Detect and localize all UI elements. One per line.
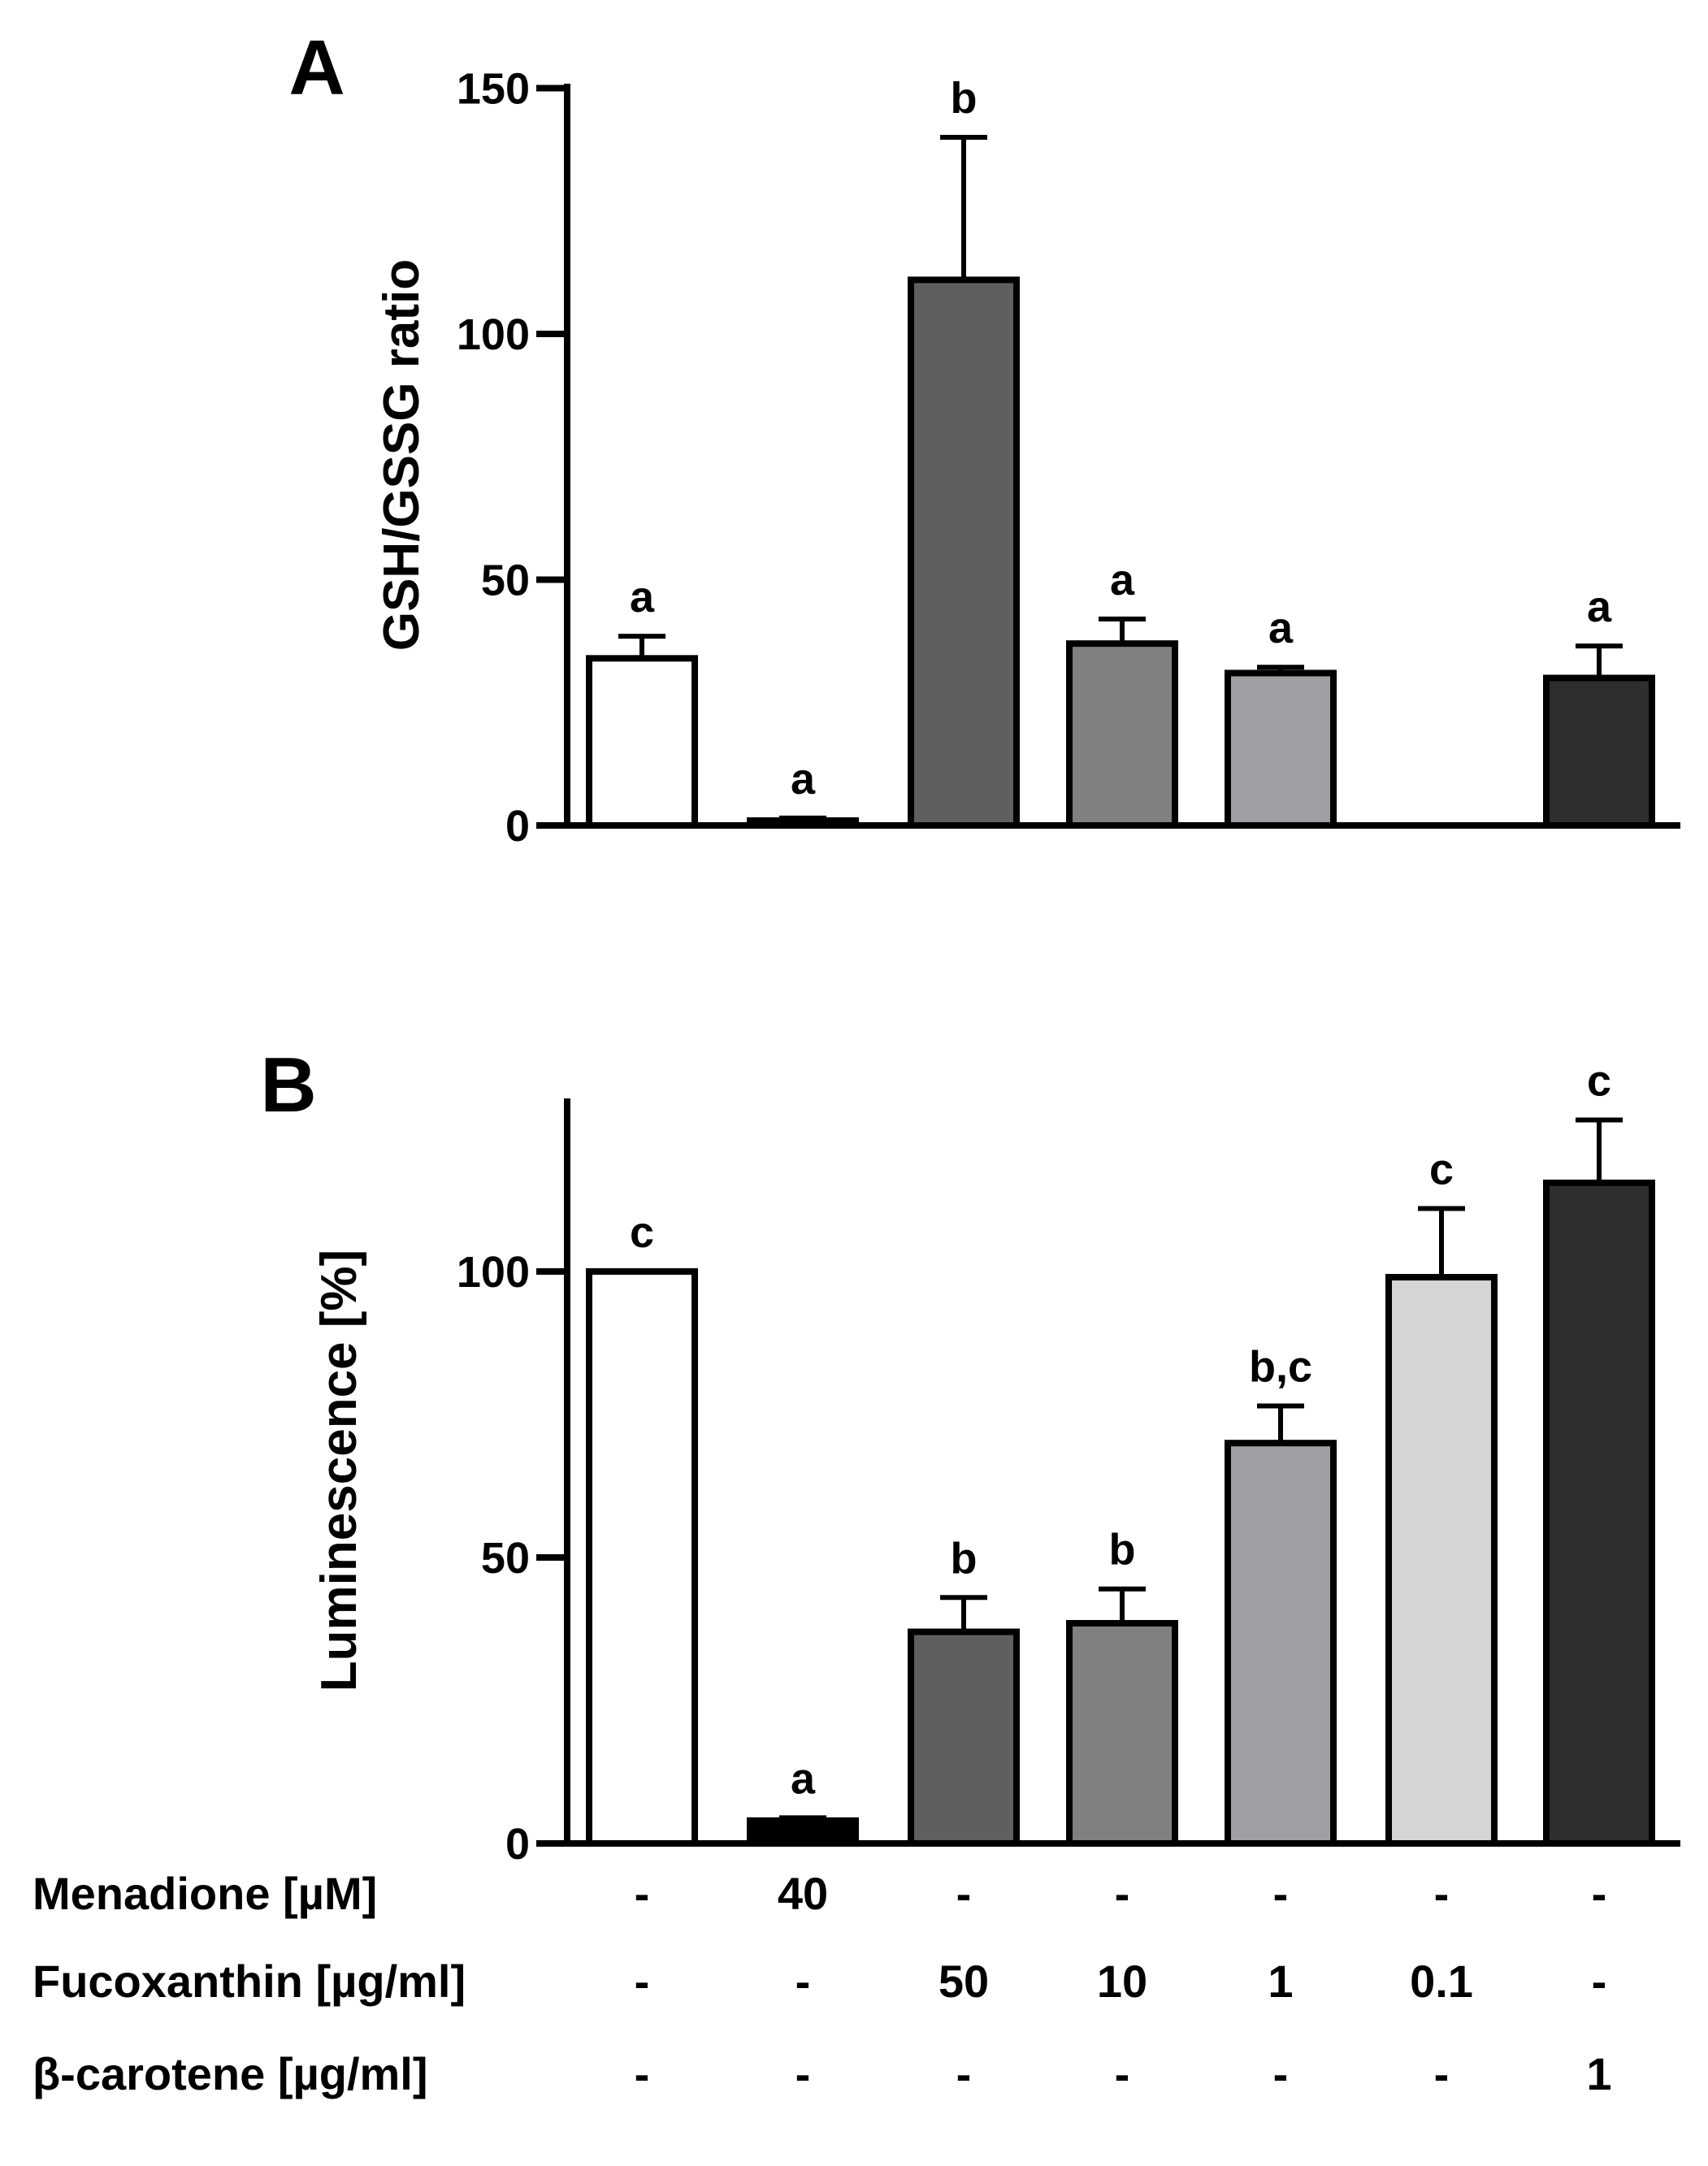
treatment-row-label-1: Menadione [µM] bbox=[33, 1868, 377, 1919]
panel-b-significance-label-5: b,c bbox=[1249, 1342, 1312, 1391]
treatment-value-r2-c2: - bbox=[795, 1956, 811, 2007]
panel-b-significance-label-1: c bbox=[630, 1208, 654, 1257]
treatment-value-r1-c6: - bbox=[1434, 1868, 1450, 1919]
treatment-value-r2-c7: - bbox=[1592, 1956, 1607, 2007]
treatment-value-r3-c2: - bbox=[795, 2048, 811, 2099]
panel-b-bar-1 bbox=[586, 1268, 698, 1847]
panel-a-bar-1 bbox=[586, 655, 698, 829]
panel-a-tick-label-50: 50 bbox=[481, 557, 530, 605]
treatment-value-r2-c6: 0.1 bbox=[1410, 1956, 1473, 2007]
treatment-row-label-2: Fucoxanthin [µg/ml] bbox=[33, 1956, 466, 2007]
panel-a-label: A bbox=[288, 24, 345, 111]
treatment-value-r3-c3: - bbox=[956, 2048, 972, 2099]
panel-b-significance-label-2: a bbox=[791, 1754, 816, 1803]
panel-b-ticks: 0 50 100 bbox=[457, 1248, 567, 1869]
panel-b-y-axis-title: Luminescence [%] bbox=[311, 1250, 367, 1692]
treatment-value-r1-c5: - bbox=[1273, 1868, 1289, 1919]
panel-b-tick-label-50: 50 bbox=[481, 1534, 530, 1583]
panel-b: B 0 50 100 c a b b b,c c c Luminescence [%] bbox=[260, 1042, 1680, 1869]
treatment-value-r3-c7: 1 bbox=[1586, 2048, 1611, 2099]
treatment-table: Menadione [µM] - 40 - - - - - Fucoxanthin [µg/ml… bbox=[33, 1868, 1612, 2099]
panel-a-significance-label-4: a bbox=[1110, 556, 1135, 604]
panel-a-significance-label-7: a bbox=[1587, 583, 1612, 631]
panel-a-bar-5 bbox=[1225, 669, 1337, 830]
panel-a-y-axis-title: GSH/GSSG ratio bbox=[374, 259, 430, 651]
panel-a-ticks: 0 50 100 150 bbox=[457, 65, 567, 851]
panel-a-significance-label-3: b bbox=[951, 74, 978, 123]
panel-a-bar-3 bbox=[908, 276, 1020, 829]
panel-b-bar-7 bbox=[1543, 1179, 1655, 1847]
treatment-value-r3-c5: - bbox=[1273, 2048, 1289, 2099]
treatment-value-r2-c3: 50 bbox=[939, 1956, 989, 2007]
panel-a-significance-label-5: a bbox=[1268, 604, 1294, 652]
treatment-row-label-3: β-carotene [µg/ml] bbox=[33, 2048, 428, 2099]
treatment-value-r3-c6: - bbox=[1434, 2048, 1450, 2099]
treatment-value-r1-c4: - bbox=[1115, 1868, 1130, 1919]
treatment-value-r2-c1: - bbox=[635, 1956, 650, 2007]
panel-a: A 0 50 100 150 a a b a a a GSH/GSSG ratio bbox=[288, 24, 1680, 851]
treatment-value-r1-c1: - bbox=[635, 1868, 650, 1919]
panel-b-bar-4 bbox=[1066, 1619, 1178, 1847]
panel-a-bar-7 bbox=[1543, 674, 1655, 829]
panel-a-bars: a a b a a a bbox=[586, 74, 1655, 830]
panel-a-bar-4 bbox=[1066, 640, 1178, 830]
panel-b-significance-label-4: b bbox=[1109, 1526, 1136, 1575]
panel-a-tick-label-150: 150 bbox=[457, 65, 530, 114]
panel-b-tick-label-100: 100 bbox=[457, 1248, 530, 1297]
panel-b-bar-2 bbox=[747, 1817, 859, 1848]
panel-b-bar-6 bbox=[1385, 1274, 1498, 1848]
panel-a-significance-label-1: a bbox=[630, 573, 655, 622]
treatment-value-r2-c5: 1 bbox=[1268, 1956, 1293, 2007]
panel-b-bars: c a b b b,c c c bbox=[586, 1056, 1655, 1848]
panel-a-tick-label-0: 0 bbox=[505, 802, 530, 851]
treatment-value-r1-c7: - bbox=[1592, 1868, 1607, 1919]
panel-b-bar-3 bbox=[908, 1628, 1020, 1848]
treatment-value-r2-c4: 10 bbox=[1097, 1956, 1147, 2007]
treatment-value-r1-c3: - bbox=[956, 1868, 972, 1919]
panel-b-tick-label-0: 0 bbox=[505, 1820, 530, 1869]
panel-b-significance-label-3: b bbox=[951, 1534, 978, 1583]
panel-b-significance-label-7: c bbox=[1587, 1056, 1611, 1105]
panel-b-significance-label-6: c bbox=[1429, 1146, 1454, 1194]
panel-a-significance-label-2: a bbox=[791, 755, 816, 804]
panel-a-bar-2 bbox=[747, 817, 859, 830]
panel-a-tick-label-100: 100 bbox=[457, 310, 530, 359]
panel-b-bar-5 bbox=[1225, 1440, 1337, 1847]
treatment-value-r1-c2: 40 bbox=[778, 1868, 828, 1919]
treatment-value-r3-c4: - bbox=[1115, 2048, 1130, 2099]
panel-b-label: B bbox=[260, 1042, 316, 1128]
treatment-value-r3-c1: - bbox=[635, 2048, 650, 2099]
